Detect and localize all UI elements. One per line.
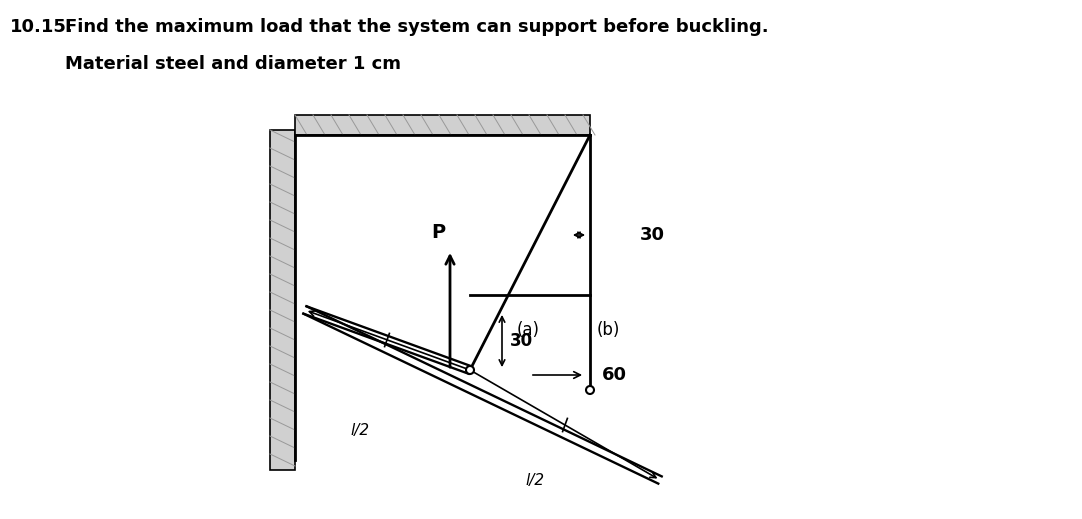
Text: Material steel and diameter 1 cm: Material steel and diameter 1 cm <box>65 55 401 73</box>
Text: 30: 30 <box>510 332 533 350</box>
Text: (b): (b) <box>597 321 620 339</box>
Text: 10.15.: 10.15. <box>10 18 74 36</box>
Circle shape <box>586 386 594 394</box>
Text: l/2: l/2 <box>526 472 544 487</box>
Text: Find the maximum load that the system can support before buckling.: Find the maximum load that the system ca… <box>65 18 768 36</box>
Text: (a): (a) <box>516 321 540 339</box>
Polygon shape <box>270 130 295 470</box>
Polygon shape <box>295 115 590 135</box>
Text: l/2: l/2 <box>351 422 370 438</box>
Text: 60: 60 <box>602 366 626 384</box>
Text: P: P <box>431 223 445 242</box>
Text: 30: 30 <box>639 226 665 244</box>
Circle shape <box>466 366 474 374</box>
